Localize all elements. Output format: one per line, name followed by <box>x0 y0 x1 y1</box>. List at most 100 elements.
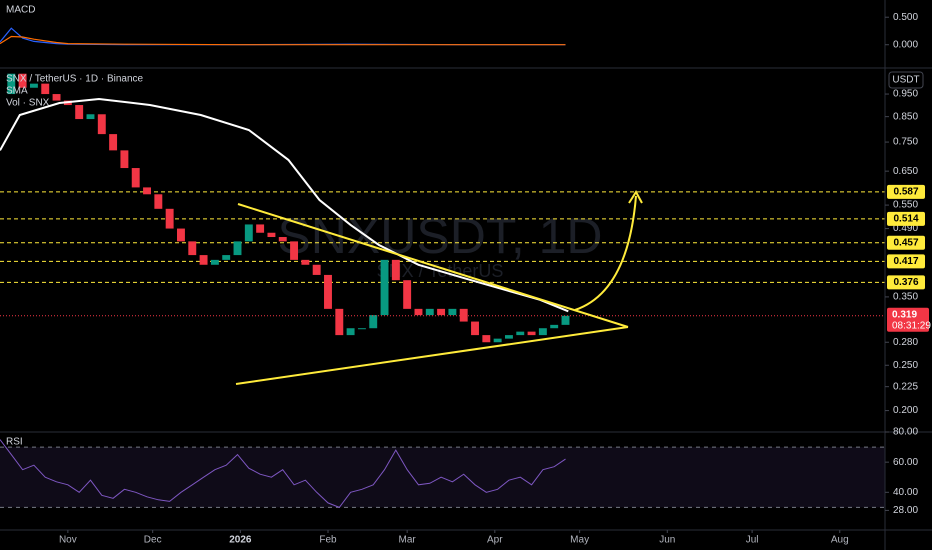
level-box <box>887 254 925 269</box>
level-label: 0.376 <box>893 277 918 288</box>
candle <box>504 335 513 339</box>
candle <box>290 241 299 260</box>
volume-title: Vol · SNX <box>6 98 50 109</box>
arrow-head <box>628 190 643 204</box>
line <box>0 35 566 46</box>
pane-title: MACD <box>6 5 35 16</box>
x-tick-label: Aug <box>831 535 849 546</box>
candle <box>18 73 27 88</box>
candle <box>7 73 16 95</box>
x-tick-label: Nov <box>59 535 77 546</box>
x-tick-label: Jun <box>659 535 675 546</box>
annotations <box>235 190 643 385</box>
level-box <box>887 184 925 199</box>
x-tick-label: 2026 <box>229 535 252 546</box>
candle <box>369 315 378 329</box>
candle <box>527 331 536 336</box>
level-label: 0.417 <box>893 256 918 267</box>
candle <box>482 335 491 343</box>
y-tick-label: 0.950 <box>893 89 918 100</box>
plot <box>0 27 885 509</box>
candle <box>324 274 332 309</box>
candle <box>335 308 344 336</box>
candle <box>403 280 412 309</box>
candle <box>165 208 174 229</box>
candle <box>448 308 457 316</box>
candle <box>391 259 400 281</box>
candle <box>561 315 570 325</box>
candle <box>86 114 95 120</box>
y-tick-label: 28.00 <box>893 505 918 516</box>
candle <box>120 150 129 169</box>
x-tick-label: Apr <box>487 535 503 546</box>
y-tick-label: 0.280 <box>893 337 918 348</box>
currency: USDT <box>892 75 919 86</box>
y-tick-label: 0.650 <box>893 166 918 177</box>
candle <box>414 308 423 316</box>
y-tick-label: 0.225 <box>893 381 918 392</box>
candle <box>346 328 355 336</box>
candle <box>538 328 547 336</box>
trendline <box>235 326 629 385</box>
candle <box>425 308 434 316</box>
currency-box <box>888 71 924 89</box>
candle <box>516 331 525 336</box>
x-tick-label: Feb <box>319 535 337 546</box>
level-box <box>887 235 925 250</box>
y-tick-label: 0.200 <box>893 405 918 416</box>
last-price: 0.319 <box>892 309 917 320</box>
y-tick-label: 0.550 <box>893 200 918 211</box>
pane-title: SNX / TetherUS · 1D · Binance <box>6 74 144 85</box>
line <box>0 97 569 313</box>
candle <box>177 228 185 242</box>
level-label: 0.514 <box>893 213 918 224</box>
candle <box>131 168 140 188</box>
candle <box>244 224 253 242</box>
candle <box>210 259 219 265</box>
candle <box>459 308 468 322</box>
candle <box>75 105 84 120</box>
candle <box>29 83 38 88</box>
sma-title: SMA <box>6 86 28 97</box>
candle <box>278 237 287 242</box>
trendline <box>237 203 629 328</box>
candle <box>380 259 389 316</box>
candle <box>267 232 276 238</box>
y-tick-label: 0.750 <box>893 137 918 148</box>
candle <box>357 328 366 330</box>
axis: 0.500 0.000 0.950 0.850 0.750 0.650 0.550 0.490… <box>59 12 931 546</box>
y-tick-label: 80.00 <box>893 427 918 438</box>
watermark: SNXUSDT, 1D <box>277 208 602 264</box>
level-box <box>887 211 925 226</box>
line <box>0 439 566 509</box>
candle <box>41 83 50 95</box>
y-tick-label: 0.000 <box>893 39 918 50</box>
y-tick-label: 0.850 <box>893 111 918 122</box>
level-label: 0.457 <box>893 237 918 248</box>
candle <box>109 134 118 151</box>
level-box <box>887 275 925 290</box>
candle <box>222 255 231 260</box>
x-tick-label: Jul <box>746 535 759 546</box>
last-price-box <box>887 307 929 332</box>
y-tick-label: 0.250 <box>893 360 918 371</box>
candle <box>312 264 321 275</box>
y-tick-label: 40.00 <box>893 487 918 498</box>
candle <box>143 187 151 195</box>
x-tick-label: Mar <box>399 535 417 546</box>
candle <box>52 94 61 101</box>
y-tick-label: 0.500 <box>893 12 918 23</box>
candle <box>97 114 106 135</box>
y-tick-label: 0.350 <box>893 292 918 303</box>
candle <box>256 224 265 233</box>
level-label: 0.587 <box>893 187 918 198</box>
candle <box>188 241 197 256</box>
candle <box>154 194 163 209</box>
y-tick-label: 60.00 <box>893 457 918 468</box>
x-tick-label: Dec <box>144 535 162 546</box>
candle <box>550 324 559 329</box>
candle <box>233 241 242 256</box>
candle <box>437 308 446 316</box>
